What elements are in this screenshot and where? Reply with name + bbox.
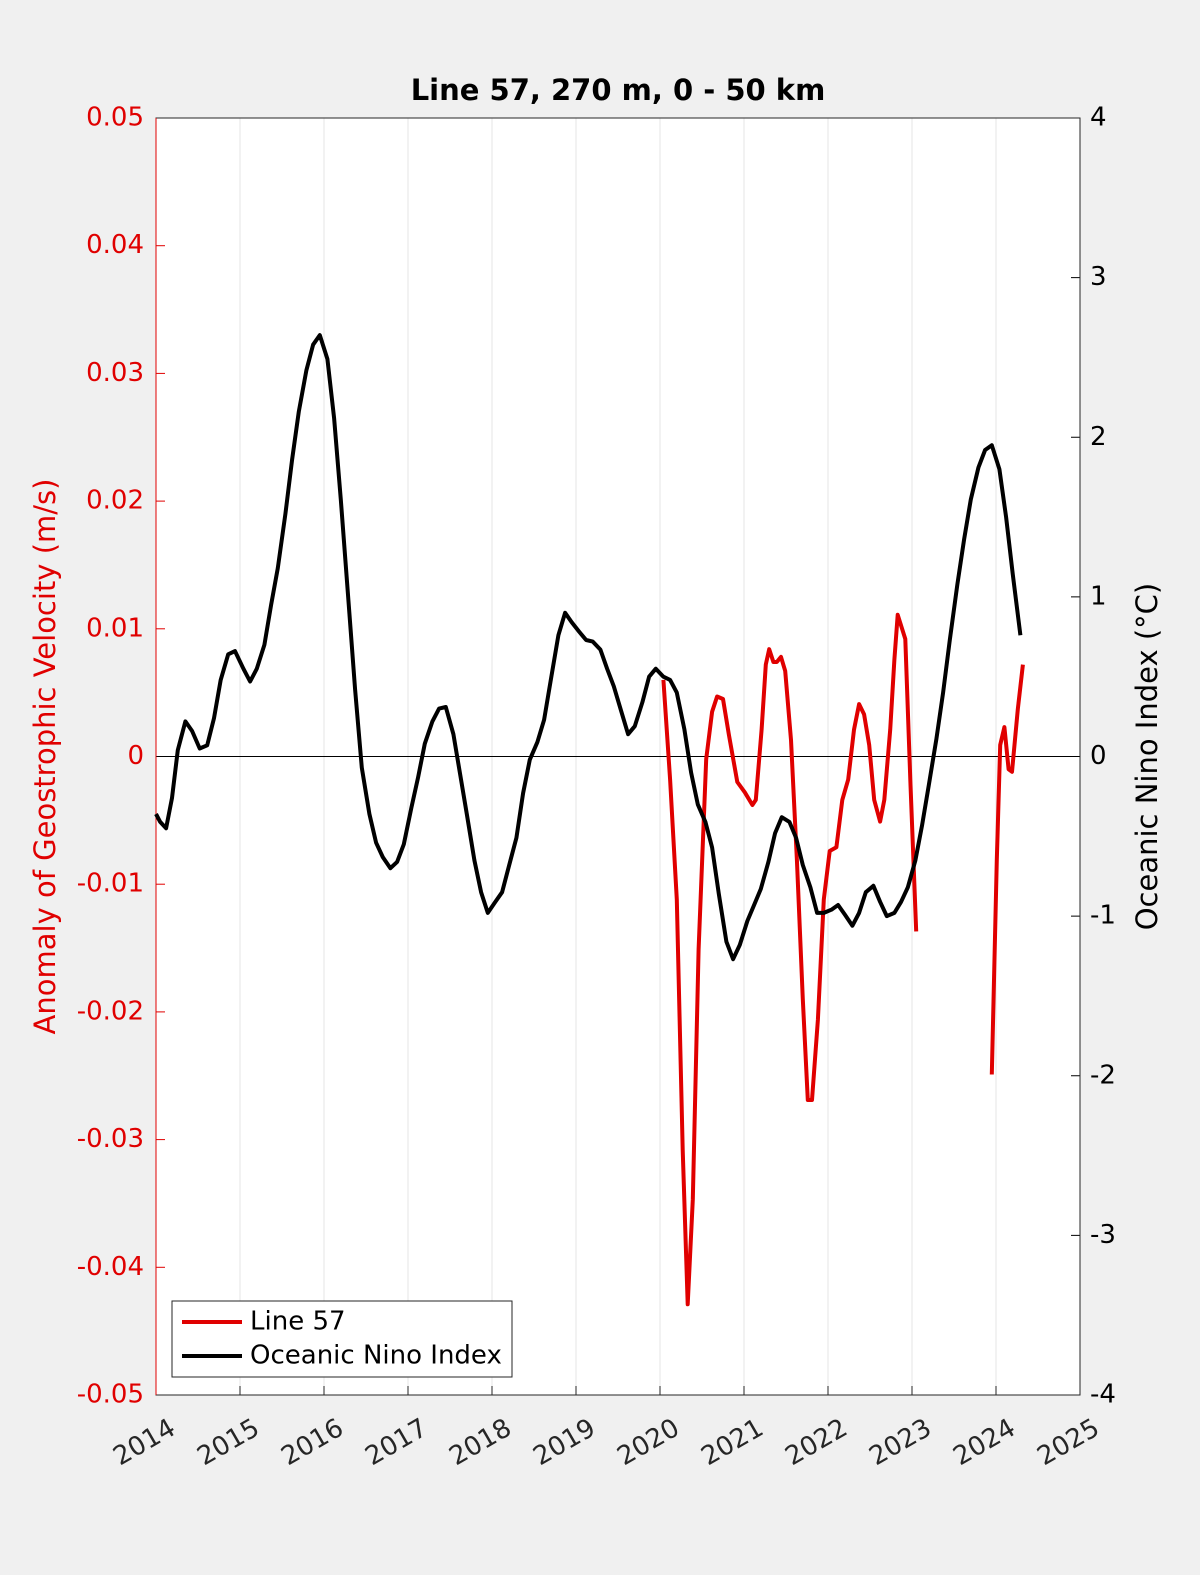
y2-tick-label: 3	[1090, 262, 1107, 292]
y-tick-label: 0.03	[86, 358, 144, 388]
y2-tick-label: -1	[1090, 901, 1116, 931]
x-tick-label: 2025	[1032, 1413, 1104, 1472]
series-line	[661, 612, 1025, 1307]
y-tick-label: 0	[127, 741, 144, 771]
x-tick-label: 2024	[948, 1413, 1020, 1472]
legend-box	[171, 1300, 513, 1378]
y2-tick-label: -4	[1090, 1380, 1116, 1410]
x-tick-label: 2017	[360, 1413, 432, 1472]
y-tick-label: -0.01	[77, 869, 144, 899]
y-tick-label: 0.05	[86, 103, 144, 133]
y2-tick-label: 2	[1090, 422, 1107, 452]
x-tick-label: 2021	[696, 1413, 768, 1472]
x-tick-label: 2014	[108, 1413, 180, 1472]
y2-tick-label: 4	[1090, 103, 1107, 133]
y-tick-label: -0.04	[77, 1252, 144, 1282]
y2-tick-label: 0	[1090, 741, 1107, 771]
y-axis-label: Anomaly of Geostrophic Velocity (m/s)	[28, 479, 62, 1035]
legend-label: Oceanic Nino Index	[250, 1341, 502, 1371]
x-tick-label: 2015	[192, 1413, 264, 1472]
y2-tick-label: 1	[1090, 581, 1107, 611]
x-tick-label: 2020	[612, 1413, 684, 1472]
x-tick-label: 2022	[780, 1413, 852, 1472]
legend-label: Line 57	[250, 1307, 346, 1337]
y-tick-label: -0.05	[77, 1380, 144, 1410]
y2-axis-label: Oceanic Nino Index (°C)	[1130, 583, 1164, 931]
x-tick-label: 2023	[864, 1413, 936, 1472]
y-tick-label: 0.01	[86, 613, 144, 643]
y-tick-label: -0.03	[77, 1124, 144, 1154]
y2-tick-label: -3	[1090, 1220, 1116, 1250]
x-tick-label: 2018	[444, 1413, 516, 1472]
x-tick-label: 2019	[528, 1413, 600, 1472]
y-tick-label: -0.02	[77, 996, 144, 1026]
y-tick-label: 0.04	[86, 230, 144, 260]
chart-title: Line 57, 270 m, 0 - 50 km	[411, 73, 826, 107]
series-line	[154, 333, 1023, 962]
y-tick-label: 0.02	[86, 486, 144, 516]
x-tick-label: 2016	[276, 1413, 348, 1472]
y2-tick-label: -2	[1090, 1060, 1116, 1090]
